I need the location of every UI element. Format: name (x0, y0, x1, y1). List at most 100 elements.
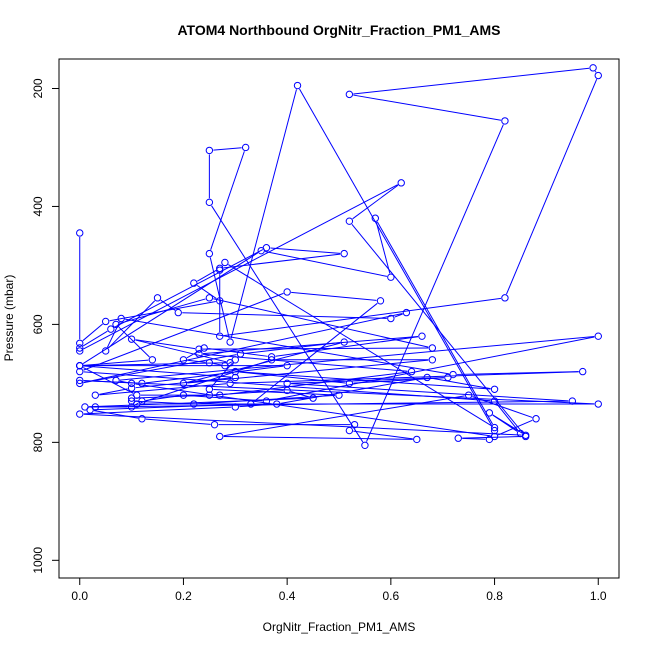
series-segment (352, 184, 399, 220)
data-point (76, 229, 84, 237)
data-point (112, 376, 120, 385)
series-segment (299, 88, 494, 428)
data-point (579, 367, 587, 376)
data-point (76, 367, 84, 376)
series-segment (230, 89, 297, 339)
series-segment (119, 336, 595, 381)
series-segment (265, 250, 388, 277)
series-segment (291, 383, 569, 402)
series-segment (83, 362, 227, 367)
series-segment (114, 249, 264, 328)
series-segment (108, 300, 156, 349)
data-point (594, 332, 602, 340)
data-point (231, 373, 239, 382)
data-point (190, 279, 198, 287)
data-point (350, 420, 359, 429)
series-segment (187, 359, 206, 363)
data-point (376, 297, 385, 305)
data-point (91, 391, 99, 399)
data-point (283, 288, 291, 296)
data-point (501, 117, 509, 125)
data-point (179, 391, 188, 399)
data-point (200, 344, 208, 352)
y-tick-label: 400 (31, 196, 45, 216)
series-segment (135, 383, 491, 437)
x-axis-label: OrgNitr_Fraction_PM1_AMS (263, 620, 416, 634)
series-segment (82, 252, 259, 364)
data-point (205, 294, 214, 302)
y-axis: 200 400 600 800 1000 (31, 78, 60, 574)
data-point (490, 432, 499, 441)
data-point (216, 266, 224, 274)
data-point (205, 385, 214, 393)
data-point (76, 410, 84, 418)
x-tick-label: 0.6 (383, 589, 400, 603)
data-point (107, 325, 115, 333)
series-segment (197, 269, 217, 282)
series-segment (119, 298, 206, 324)
data-point (138, 379, 146, 388)
series-segment (83, 365, 232, 378)
series-segment (506, 79, 598, 295)
data-point (226, 338, 234, 346)
data-point (205, 359, 214, 367)
series-segment (594, 70, 597, 73)
data-point (257, 246, 265, 255)
data-point (340, 249, 348, 258)
series-segment (375, 221, 391, 274)
series-segment (83, 367, 134, 394)
series-segment (135, 339, 227, 363)
series-segment (213, 388, 336, 396)
series-segment (160, 299, 176, 311)
data-point (335, 391, 343, 399)
series-segment (99, 383, 227, 396)
data-point (179, 379, 188, 388)
series-segment (99, 400, 569, 408)
series-segment (492, 414, 523, 434)
series-segment (431, 377, 491, 390)
data-point (345, 379, 354, 388)
series-segment (83, 292, 284, 371)
data-point (490, 385, 499, 393)
data-point (241, 143, 250, 152)
series-segment (353, 430, 413, 440)
series-segment (211, 205, 364, 443)
data-point (195, 350, 203, 358)
data-point (267, 356, 276, 364)
data-point (101, 317, 110, 326)
series-segment (462, 437, 486, 440)
data-point (340, 338, 348, 346)
data-point (464, 391, 473, 399)
series-segment (353, 67, 590, 95)
data-point (345, 90, 354, 99)
data-point (397, 179, 405, 187)
data-point (273, 400, 281, 408)
points-layer (76, 64, 602, 450)
data-point (112, 320, 120, 329)
data-point (195, 345, 203, 353)
data-point (127, 394, 136, 402)
data-point (594, 71, 602, 80)
chart-title: ATOM4 Northbound OrgNitr_Fraction_PM1_AM… (177, 22, 500, 38)
series-segment (223, 436, 413, 440)
series-segment (291, 377, 444, 384)
data-point (231, 367, 239, 376)
x-tick-label: 1.0 (590, 589, 607, 603)
data-point (594, 400, 602, 408)
data-point (91, 403, 99, 411)
data-point (216, 332, 224, 340)
series-segment (106, 321, 120, 348)
data-point (428, 356, 437, 364)
data-point (138, 415, 146, 423)
data-point (428, 344, 437, 352)
data-point (153, 294, 162, 302)
series-layer (79, 67, 598, 443)
series-segment (145, 395, 180, 402)
series-segment (186, 349, 201, 359)
data-point (283, 379, 291, 388)
series-segment (223, 297, 502, 337)
series-segment (82, 330, 108, 347)
data-point (231, 356, 239, 364)
data-point (309, 394, 317, 402)
